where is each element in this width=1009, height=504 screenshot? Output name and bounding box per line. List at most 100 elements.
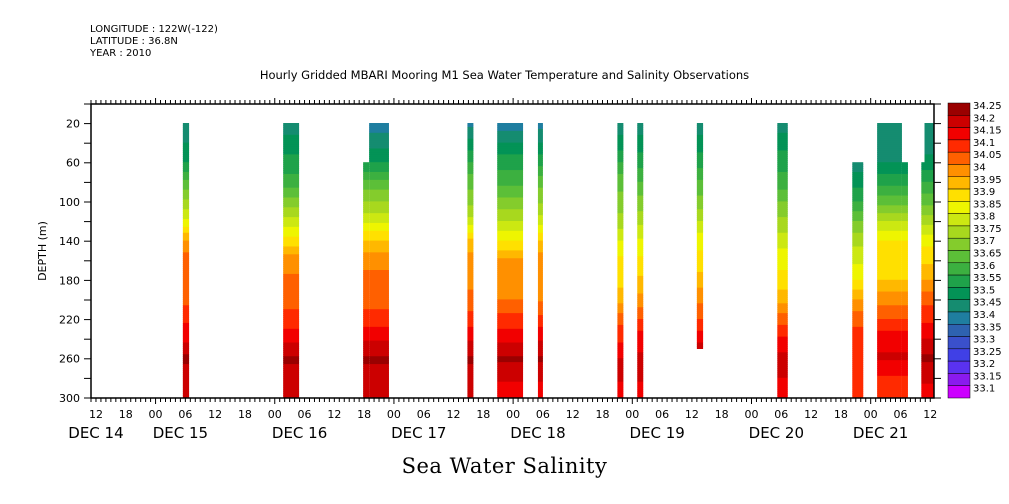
- salinity-cell: [369, 197, 389, 201]
- salinity-cell: [777, 344, 788, 348]
- salinity-cell: [777, 170, 788, 173]
- x-tick-label: 00: [149, 408, 163, 421]
- salinity-cell: [877, 244, 902, 248]
- salinity-cell: [877, 250, 902, 253]
- salinity-cell: [617, 360, 624, 363]
- salinity-cell: [497, 168, 524, 171]
- salinity-cell: [696, 258, 704, 261]
- salinity-cell: [369, 366, 389, 369]
- salinity-cell: [467, 224, 474, 228]
- salinity-cell: [637, 187, 644, 191]
- salinity-cell: [637, 203, 644, 206]
- salinity-cell: [777, 393, 788, 397]
- salinity-cell: [283, 172, 300, 175]
- salinity-cell: [182, 230, 190, 234]
- salinity-cell: [696, 164, 704, 167]
- salinity-cell: [617, 377, 624, 381]
- salinity-cell: [363, 219, 370, 222]
- salinity-cell: [877, 213, 902, 216]
- salinity-cell: [617, 232, 624, 236]
- salinity-cell: [901, 197, 908, 201]
- salinity-cell: [283, 346, 300, 349]
- salinity-cell: [182, 260, 190, 263]
- salinity-cell: [924, 313, 934, 316]
- salinity-cell: [369, 330, 389, 334]
- salinity-cell: [617, 179, 624, 183]
- salinity-cell: [777, 293, 788, 297]
- colorbar-swatch: [947, 164, 971, 178]
- salinity-cell: [369, 175, 389, 179]
- salinity-cell: [921, 305, 925, 308]
- salinity-cell: [901, 205, 908, 208]
- salinity-cell: [537, 150, 543, 153]
- salinity-cell: [182, 140, 190, 144]
- salinity-cell: [901, 332, 908, 336]
- salinity-cell: [182, 356, 190, 359]
- salinity-cell: [852, 373, 864, 377]
- salinity-cell: [637, 197, 644, 201]
- salinity-cell: [182, 264, 190, 267]
- salinity-cell: [637, 275, 644, 279]
- salinity-cell: [924, 217, 934, 220]
- salinity-cell: [877, 234, 902, 238]
- salinity-cell: [924, 195, 934, 199]
- salinity-cell: [369, 287, 389, 291]
- profile-column: [363, 123, 389, 398]
- salinity-cell: [369, 254, 389, 257]
- salinity-cell: [369, 340, 389, 344]
- salinity-cell: [924, 211, 934, 214]
- salinity-cell: [637, 170, 644, 173]
- salinity-cell: [467, 185, 474, 189]
- salinity-cell: [637, 307, 644, 310]
- x-day-label: DEC 14: [68, 424, 123, 442]
- salinity-cell: [777, 134, 788, 138]
- salinity-cell: [369, 285, 389, 289]
- salinity-cell: [369, 297, 389, 300]
- salinity-cell: [877, 219, 902, 222]
- salinity-cell: [852, 252, 864, 255]
- salinity-cell: [363, 283, 370, 287]
- salinity-cell: [777, 209, 788, 212]
- salinity-cell: [777, 319, 788, 322]
- salinity-cell: [924, 356, 934, 359]
- salinity-cell: [363, 203, 370, 206]
- salinity-cell: [617, 340, 624, 344]
- salinity-cell: [497, 348, 524, 351]
- salinity-cell: [901, 240, 908, 244]
- salinity-cell: [182, 160, 190, 163]
- salinity-cell: [283, 256, 300, 259]
- salinity-cell: [696, 156, 704, 159]
- salinity-cell: [363, 228, 370, 232]
- salinity-cell: [696, 230, 704, 234]
- salinity-cell: [777, 254, 788, 257]
- salinity-cell: [283, 123, 300, 126]
- salinity-cell: [467, 166, 474, 169]
- salinity-cell: [924, 360, 934, 363]
- salinity-cell: [852, 287, 864, 291]
- salinity-cell: [921, 217, 925, 220]
- salinity-cell: [877, 285, 902, 289]
- salinity-cell: [537, 162, 543, 165]
- salinity-cell: [877, 334, 902, 338]
- salinity-cell: [617, 185, 624, 189]
- salinity-cell: [497, 209, 524, 212]
- salinity-cell: [696, 324, 704, 328]
- salinity-cell: [852, 311, 864, 314]
- x-axis: 12 18 00 06 12 18 00 06 12 18 00 06 12 18 00 06 12 18 00 06…: [68, 98, 937, 442]
- salinity-cell: [617, 172, 624, 175]
- salinity-cell: [921, 211, 925, 214]
- salinity-cell: [901, 371, 908, 375]
- salinity-cell: [696, 175, 704, 179]
- salinity-cell: [852, 236, 864, 240]
- salinity-cell: [283, 317, 300, 320]
- salinity-cell: [877, 387, 902, 391]
- salinity-cell: [182, 224, 190, 228]
- salinity-cell: [852, 328, 864, 332]
- salinity-cell: [777, 330, 788, 334]
- salinity-cell: [924, 287, 934, 291]
- colorbar-swatch: [947, 102, 971, 116]
- salinity-cell: [924, 301, 934, 304]
- salinity-cell: [537, 256, 543, 259]
- salinity-cell: [696, 183, 704, 187]
- salinity-cell: [852, 309, 864, 312]
